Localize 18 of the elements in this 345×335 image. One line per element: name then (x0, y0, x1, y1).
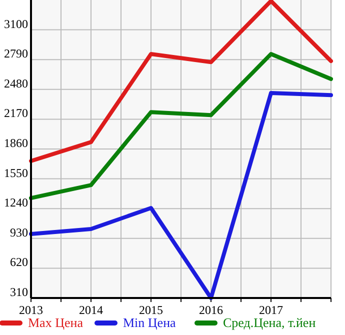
x-tick-label: 2016 (199, 303, 223, 317)
x-tick-label: 2017 (259, 303, 283, 317)
legend-label: Max Цена (28, 315, 84, 330)
y-tick-label: 1240 (4, 196, 28, 210)
y-tick-label: 1860 (4, 136, 28, 150)
y-tick-label: 2170 (4, 106, 28, 120)
y-tick-label: 3100 (4, 16, 28, 31)
x-tick-label: 2015 (139, 303, 163, 317)
y-tick-label: 2480 (4, 76, 28, 90)
legend-label: Min Цена (123, 315, 176, 330)
y-tick-label: 930 (10, 225, 28, 240)
legend-label: Сред.Цена, т.йен (223, 315, 316, 330)
y-tick-label: 620 (10, 255, 28, 270)
x-tick-label: 2013 (19, 303, 43, 317)
y-tick-label: 310 (10, 285, 28, 299)
y-tick-label: 1550 (4, 166, 28, 180)
y-tick-label: 2790 (4, 46, 28, 61)
x-tick-label: 2014 (79, 303, 103, 317)
